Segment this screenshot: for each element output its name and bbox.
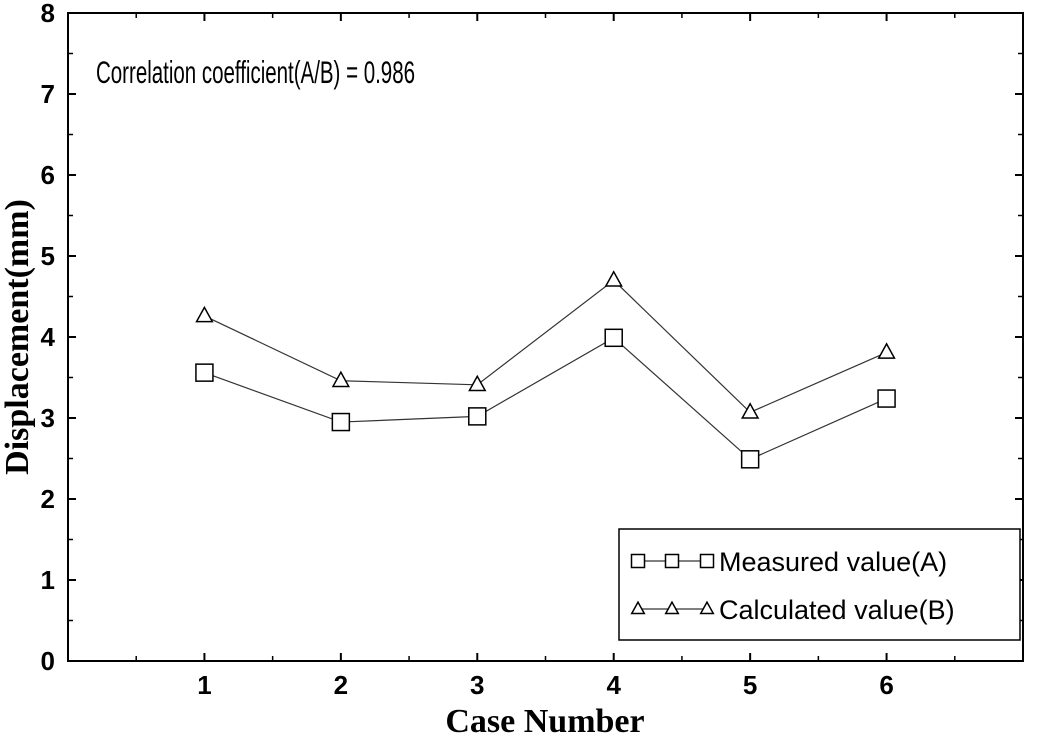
y-tick-label: 1 <box>41 565 55 595</box>
legend-marker <box>699 600 715 615</box>
y-tick-label: 3 <box>41 403 55 433</box>
x-tick-label: 2 <box>334 670 348 700</box>
data-point <box>331 412 351 432</box>
data-point <box>195 363 214 382</box>
y-tick-label: 8 <box>41 0 55 28</box>
y-tick-label: 6 <box>41 160 55 190</box>
legend-entry: Measured value(A) <box>630 547 947 577</box>
y-tick-label: 0 <box>41 646 55 676</box>
series-square <box>195 328 896 469</box>
x-tick-label: 6 <box>879 670 893 700</box>
x-axis-title: Case Number <box>445 703 644 738</box>
legend: Measured value(A) Calculated value(B) <box>618 528 1021 641</box>
data-point <box>740 450 760 469</box>
data-point <box>468 407 487 426</box>
series-triangle <box>195 270 896 419</box>
legend-marker <box>630 600 646 615</box>
y-tick-label: 5 <box>41 241 55 271</box>
data-point <box>468 374 487 392</box>
data-point <box>331 370 351 388</box>
legend-marker <box>664 553 680 569</box>
series-line <box>204 279 887 414</box>
x-tick-label: 4 <box>606 670 621 700</box>
data-point <box>195 305 214 323</box>
data-point <box>877 342 896 359</box>
data-point <box>604 328 623 348</box>
legend-label: Measured value(A) <box>719 547 947 577</box>
legend-entry: Calculated value(B) <box>630 595 955 625</box>
y-axis-title: Displacement(mm) <box>0 199 36 475</box>
legend-label: Calculated value(B) <box>719 595 955 625</box>
data-point <box>740 402 760 419</box>
y-axis-ticks: 0 1 2 3 4 5 6 7 8 <box>41 0 1023 676</box>
x-tick-label: 3 <box>470 670 484 700</box>
legend-box <box>618 528 1021 641</box>
series-line <box>204 337 887 461</box>
y-tick-label: 7 <box>41 79 55 109</box>
y-tick-label: 2 <box>41 484 55 514</box>
legend-marker <box>664 600 680 615</box>
x-tick-label: 1 <box>197 670 211 700</box>
data-point <box>877 389 896 408</box>
y-tick-label: 4 <box>41 322 56 352</box>
correlation-annotation: Correlation coefficient(A/B) = 0.986 <box>96 55 415 90</box>
data-point <box>604 270 623 287</box>
legend-marker <box>630 553 646 569</box>
series-layer <box>195 270 896 469</box>
x-axis-ticks: 1 2 3 4 5 6 <box>135 13 956 700</box>
legend-marker <box>699 553 715 569</box>
x-tick-label: 5 <box>743 670 757 700</box>
